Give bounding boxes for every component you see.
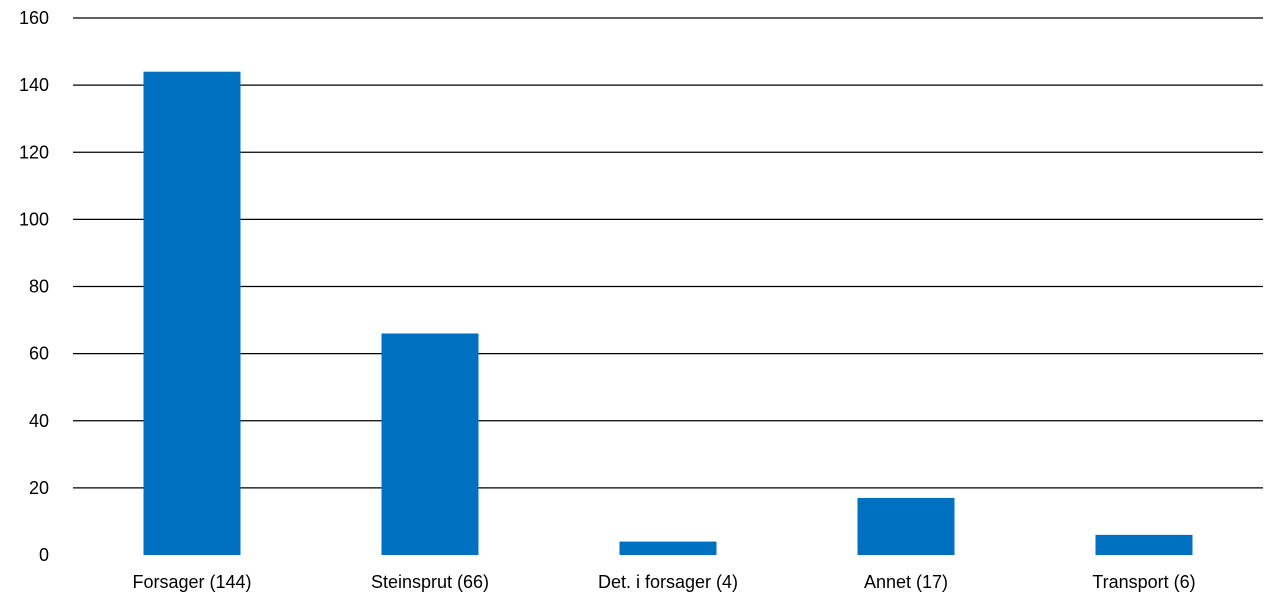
x-category-label: Det. i forsager (4) [598,572,738,592]
y-tick-label: 40 [29,411,49,431]
y-tick-label: 100 [19,209,49,229]
x-category-label: Forsager (144) [132,572,251,592]
x-axis-category-labels: Forsager (144) Steinsprut (66) Det. i fors… [132,572,1195,592]
gridlines [73,17,1263,489]
y-tick-label: 20 [29,478,49,498]
bar-0 [143,71,241,555]
y-tick-label: 60 [29,344,49,364]
y-tick-label: 120 [19,142,49,162]
x-category-label: Annet (17) [864,572,948,592]
bar-3 [857,497,955,555]
x-category-label: Steinsprut (66) [371,572,489,592]
bar-4 [1095,534,1193,555]
bar-1 [381,333,479,555]
y-tick-label: 160 [19,8,49,28]
y-axis-tick-labels: 0 20 40 60 80 100 120 140 160 [19,8,49,565]
y-tick-label: 140 [19,75,49,95]
x-category-label: Transport (6) [1092,572,1195,592]
y-tick-label: 0 [39,545,49,565]
y-tick-label: 80 [29,277,49,297]
bars [143,71,1193,555]
bar-2 [619,541,717,555]
